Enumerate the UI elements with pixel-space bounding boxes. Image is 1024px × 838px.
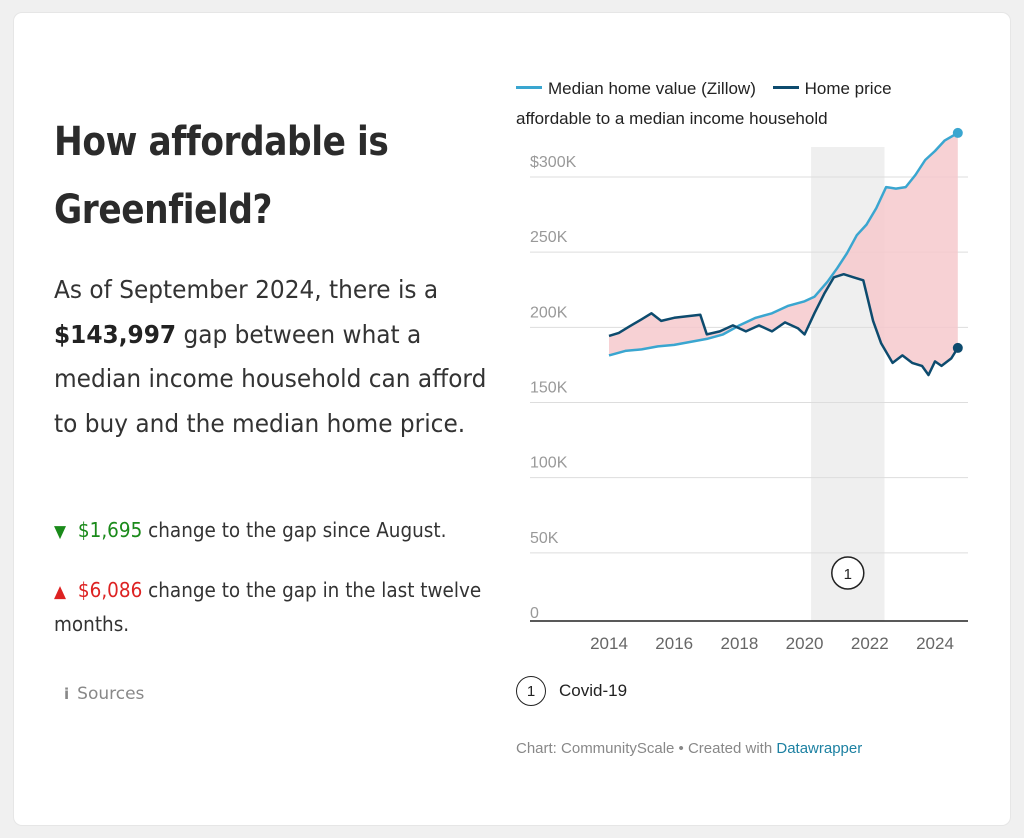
- series-line-0: [608, 131, 959, 357]
- series-end-point-1: [952, 342, 963, 353]
- y-tick-label-150000: 150K: [530, 380, 568, 397]
- change-value-year: $6,086: [77, 578, 143, 602]
- summary-text: As of September 2024, there is a $143,99…: [54, 268, 496, 446]
- y-tick-label-50000: 50K: [530, 530, 559, 547]
- legend-swatch-zillow: [516, 86, 542, 90]
- x-tick-label-2020: 2020: [786, 634, 824, 653]
- x-tick-label-2016: 2016: [655, 634, 693, 653]
- chart-credit: Chart: CommunityScale • Created with Dat…: [516, 740, 862, 757]
- legend-item-affordable: Home price affordable to a median income…: [516, 79, 892, 128]
- sources-label: Sources: [77, 684, 145, 704]
- x-tick-label-2018: 2018: [720, 634, 758, 653]
- x-tick-label-2022: 2022: [851, 634, 889, 653]
- down-triangle-icon: ▼: [54, 522, 67, 542]
- y-tick-label-300000: $300K: [530, 154, 577, 171]
- legend-swatch-affordable: [772, 86, 799, 90]
- summary-prefix: As of September 2024, there is a: [54, 275, 439, 304]
- summary-suffix: gap between what a median income househo…: [54, 319, 487, 438]
- gap-area: [609, 132, 958, 375]
- credit-text: Chart: CommunityScale • Created with: [516, 740, 773, 757]
- y-tick-label-100000: 100K: [530, 455, 568, 472]
- annotation-legend: 1 Covid-19: [516, 676, 627, 706]
- legend-label-zillow: Median home value (Zillow): [548, 79, 756, 98]
- x-tick-label-2014: 2014: [590, 634, 628, 653]
- series-end-point-0: [952, 127, 963, 138]
- annotation-marker: 1: [516, 676, 546, 706]
- headline: How affordable is Greenfield?: [54, 119, 389, 233]
- change-twelve-months: ▲ $6,086 change to the gap in the last tw…: [54, 574, 496, 640]
- annotation-circle: [831, 556, 865, 590]
- change-text-year: change to the gap in the last twelve mon…: [54, 578, 482, 636]
- y-tick-label-200000: 200K: [530, 304, 568, 321]
- annotation-number: 1: [844, 566, 852, 583]
- legend-label-affordable: Home price affordable to a median income…: [516, 79, 892, 128]
- sources-link[interactable]: i Sources: [64, 684, 144, 704]
- annotation-label: Covid-19: [559, 681, 628, 700]
- x-tick-label-2024: 2024: [916, 634, 954, 653]
- change-since-august: ▼ $1,695 change to the gap since August.: [54, 514, 496, 548]
- info-icon: i: [64, 685, 70, 703]
- chart-legend: Median home value (Zillow) Home price af…: [516, 74, 956, 134]
- y-tick-label-0: 0: [530, 605, 539, 622]
- datawrapper-link[interactable]: Datawrapper: [776, 740, 863, 757]
- gap-value: $143,997: [54, 319, 177, 349]
- legend-item-zillow: Median home value (Zillow): [516, 79, 756, 98]
- change-value-month: $1,695: [77, 518, 143, 542]
- series-line-1: [608, 272, 959, 377]
- y-tick-label-250000: 250K: [530, 229, 568, 246]
- change-text-month: change to the gap since August.: [148, 518, 447, 542]
- up-triangle-icon: ▲: [54, 582, 67, 602]
